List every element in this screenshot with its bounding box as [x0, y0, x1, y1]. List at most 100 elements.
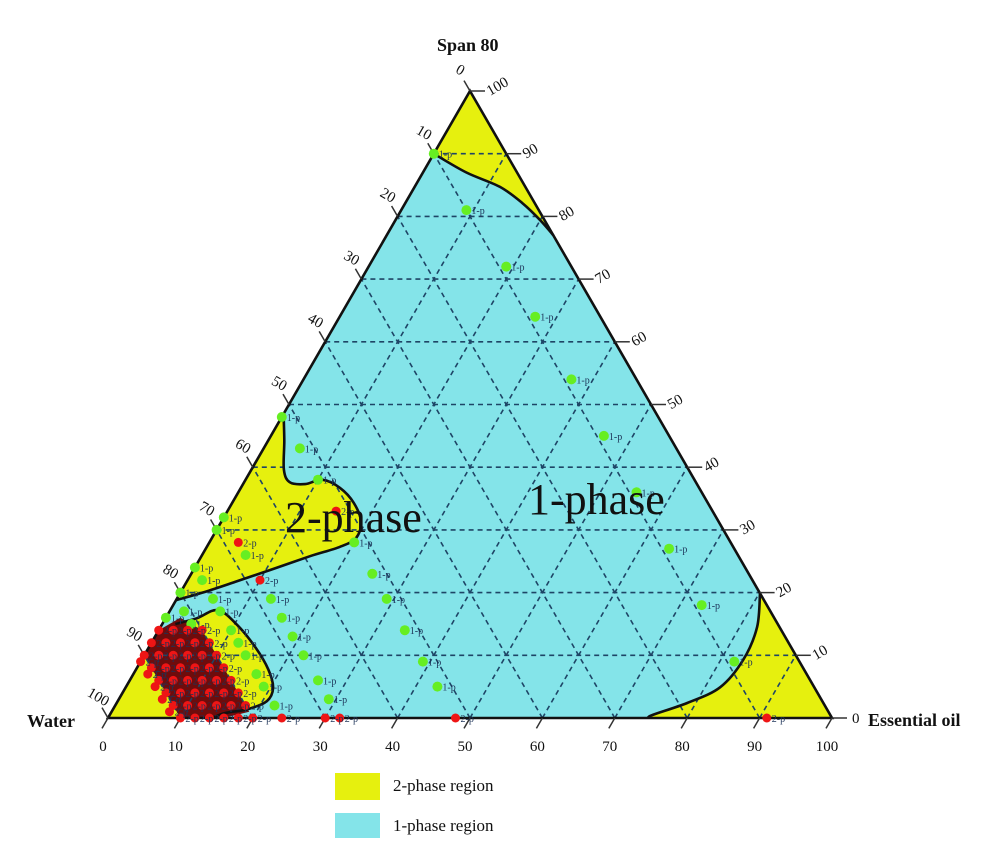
phase-boundary-2 [646, 593, 762, 720]
point-label: 1-p [171, 614, 184, 625]
point-label: 1-p [298, 633, 311, 644]
point-label: 2-p [222, 676, 235, 687]
point-label: 2-p [200, 639, 213, 650]
grid-line [541, 466, 688, 719]
point-label: 2-p [156, 639, 169, 650]
legend-item-two-phase: 2-phase region [335, 773, 494, 800]
one-phase-point [233, 637, 244, 648]
one-phase-point [160, 612, 171, 623]
one-phase-point [323, 694, 334, 705]
bottom-tick-label: 20 [240, 739, 255, 755]
grid-line [758, 654, 797, 719]
point-label: 2-p [207, 626, 220, 637]
right-tick-label: 90 [520, 141, 541, 162]
bottom-tick [390, 717, 399, 729]
two-phase-point [168, 650, 178, 660]
two-phase-point [175, 638, 185, 648]
point-label: 1-p [471, 206, 484, 217]
two-phase-point [226, 701, 236, 710]
point-label: 1-p [410, 626, 423, 637]
point-label: 2-p [236, 702, 249, 713]
grid-line [288, 404, 471, 719]
two-phase-point [190, 713, 200, 723]
two-phase-point [212, 650, 222, 660]
one-phase-point [501, 261, 512, 272]
point-label: 1-p [642, 488, 655, 499]
axis-ticks [101, 80, 847, 729]
point-label: 1-p [236, 626, 249, 637]
grid-line [433, 153, 761, 719]
two-phase-point [161, 638, 171, 648]
one-phase-point [276, 412, 287, 422]
point-label: 2-p [243, 689, 256, 700]
vertex-title-span80: Span 80 [437, 35, 499, 55]
two-phase-point [136, 657, 146, 667]
point-label: 2-p [153, 670, 166, 681]
two-phase-point [197, 650, 207, 660]
one-phase-point [367, 568, 378, 579]
one-phase-point [432, 681, 443, 692]
point-label: 2-p [251, 702, 264, 713]
bottom-tick [535, 717, 544, 729]
point-label: 2-p [164, 676, 177, 687]
two-phase-point [204, 663, 214, 673]
grid-line [686, 592, 761, 719]
two-phase-point [219, 688, 229, 698]
point-label: 2-p [200, 714, 213, 725]
point-label: 1-p [707, 601, 720, 612]
left-tick [463, 80, 471, 92]
two-phase-point [226, 675, 236, 685]
two-phase-point [190, 638, 200, 648]
one-phase-point [313, 474, 323, 485]
point-label: 1-p [442, 683, 455, 694]
right-tick-label: 70 [593, 266, 614, 287]
point-label: 2-p [207, 702, 220, 713]
point-label: 2-p [156, 664, 169, 675]
one-phase-point [349, 537, 360, 548]
one-phase-point [598, 430, 609, 441]
left-tick-label: 60 [232, 436, 253, 457]
point-label: 2-p [171, 689, 184, 700]
point-label: 2-p [461, 714, 474, 725]
right-tick-label: 40 [701, 454, 722, 475]
bottom-tick-label: 10 [168, 739, 183, 755]
left-tick-label: 50 [269, 373, 290, 394]
two-phase-point [233, 537, 243, 547]
one-phase-point [399, 625, 410, 636]
left-tick-label: 70 [196, 499, 217, 520]
point-label: 2-p [229, 714, 242, 725]
bottom-tick-label: 60 [530, 739, 545, 755]
point-label: 2-p [287, 714, 300, 725]
legend-item-one-phase: 1-phase region [335, 813, 494, 838]
point-label: 2-p [193, 702, 206, 713]
two-phase-point [219, 663, 229, 673]
two-phase-point [183, 650, 193, 660]
left-tick [282, 393, 290, 405]
legend-swatch-two-phase [335, 773, 380, 800]
bottom-tick [680, 717, 688, 729]
point-label: 1-p [276, 595, 289, 606]
bottom-tick-label: 50 [458, 739, 473, 755]
point-label: 1-p [287, 413, 300, 424]
two-phase-point [146, 638, 156, 648]
one-phase-point [265, 593, 276, 604]
two-phase-point [255, 575, 265, 585]
point-label: 2-p [345, 714, 358, 725]
two-phase-point [204, 638, 214, 648]
bottom-tick-label: 80 [675, 739, 690, 755]
point-label: 1-p [251, 551, 264, 562]
grid-line [215, 529, 326, 719]
bottom-tick-label: 90 [747, 739, 762, 755]
grid-line [360, 278, 616, 719]
point-label: 2-p [178, 702, 191, 713]
one-phase-point [251, 669, 262, 680]
phase-boundary-4 [174, 608, 275, 720]
left-tick-label: 90 [124, 624, 145, 645]
two-phase-point [219, 713, 229, 723]
one-phase-point [530, 311, 541, 322]
point-label: 2-p [214, 689, 227, 700]
one-phase-point [381, 593, 392, 604]
two-phase-point [175, 663, 185, 673]
legend-label-one-phase: 1-phase region [393, 816, 494, 835]
point-label: 1-p [218, 595, 231, 606]
